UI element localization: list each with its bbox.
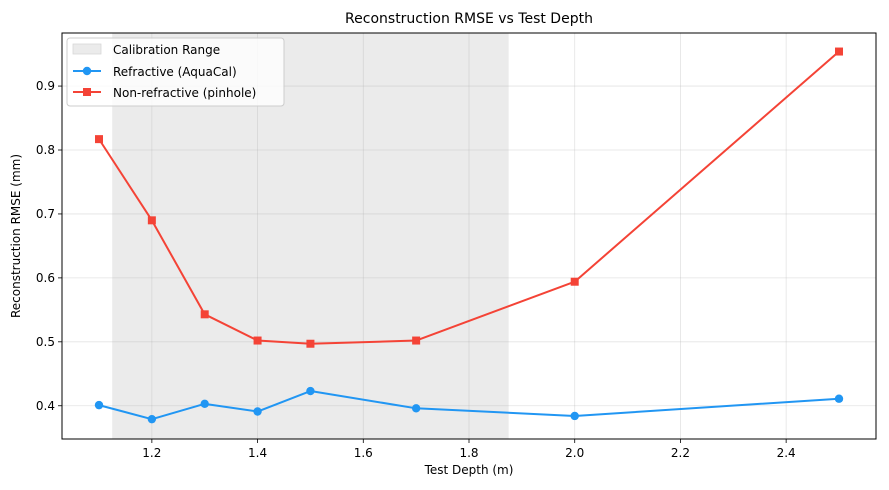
legend-swatch-calibration-range (72, 43, 102, 55)
legend: Calibration Range Refractive (AquaCal) N… (66, 37, 285, 107)
y-tick-label: 0.9 (36, 79, 55, 93)
series-line-non-refractive (98, 50, 840, 345)
data-point-refractive (147, 414, 157, 424)
legend-marker-refractive (82, 66, 92, 76)
data-point-non-refractive (95, 135, 103, 144)
data-point-non-refractive (147, 216, 156, 225)
data-point-refractive (411, 404, 421, 413)
x-tick-label: 1.8 (459, 446, 478, 460)
legend-box (66, 37, 285, 107)
legend-label-non-refractive: Non-refractive (pinhole) (113, 86, 256, 100)
x-tick-label: 1.6 (354, 446, 373, 460)
x-tick-label: 2.2 (671, 446, 690, 460)
x-tick-label: 2.4 (777, 446, 796, 460)
x-axis-label: Test Depth (m) (424, 463, 514, 477)
data-point-refractive (253, 407, 262, 416)
y-tick-label: 0.8 (36, 143, 55, 157)
legend-label-calibration-range: Calibration Range (113, 43, 220, 57)
x-tick-label: 1.4 (248, 446, 267, 460)
data-point-refractive (570, 411, 579, 421)
data-point-non-refractive (412, 336, 421, 345)
chart-title: Reconstruction RMSE vs Test Depth (345, 11, 593, 27)
data-point-non-refractive (570, 277, 579, 286)
data-point-non-refractive (253, 336, 262, 345)
data-point-refractive (306, 386, 315, 396)
x-tick-label: 2.0 (565, 446, 584, 460)
series-layer (94, 47, 844, 424)
y-tick-label: 0.7 (36, 207, 55, 221)
y-axis-label: Reconstruction RMSE (mm) (9, 154, 23, 318)
data-point-non-refractive (200, 310, 209, 319)
legend-marker-non-refractive (83, 88, 91, 96)
y-tick-label: 0.5 (36, 335, 55, 349)
x-tick-label: 1.2 (142, 446, 161, 460)
data-point-refractive (94, 400, 104, 410)
series-line-refractive (98, 390, 840, 421)
data-point-refractive (834, 394, 844, 403)
y-tick-label: 0.4 (36, 399, 55, 413)
data-point-refractive (200, 399, 209, 409)
legend-label-refractive: Refractive (AquaCal) (113, 65, 237, 79)
tick-layer: 1.2 1.4 1.6 1.8 2.0 2.2 2.4 0.4 0.5 0.6 0.7 0.8 0.9 (36, 79, 796, 460)
y-tick-label: 0.6 (36, 271, 55, 285)
data-point-non-refractive (835, 47, 843, 56)
data-point-non-refractive (306, 339, 315, 348)
